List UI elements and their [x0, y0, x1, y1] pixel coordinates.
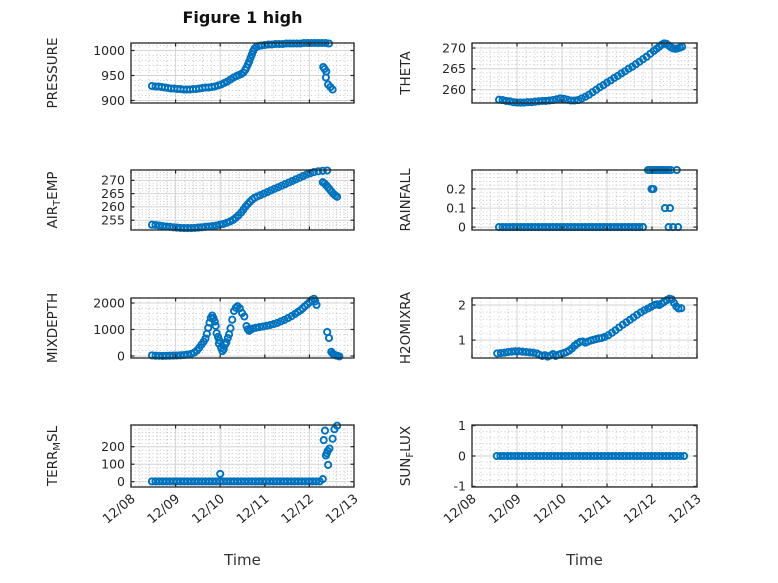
- y-tick-label: 2: [458, 297, 466, 312]
- y-tick-label: 255: [101, 213, 125, 228]
- y-tick-label: 270: [101, 173, 125, 188]
- y-tick-label: 200: [101, 439, 125, 454]
- data-series-air-temp: [147, 166, 342, 233]
- axes-box: [471, 42, 698, 104]
- y-tick-label: 260: [101, 199, 125, 214]
- y-tick-label: -1: [454, 479, 466, 494]
- y-axis-label-mixdepth: MIXDEPTH: [45, 293, 61, 363]
- subplot-pressure: 900 950 1000 PRESSURE: [45, 38, 355, 109]
- y-tick-labels: 0 1000 2000: [93, 295, 125, 363]
- y-tick-label: 1: [458, 332, 466, 347]
- y-tick-label: 0.1: [446, 200, 466, 215]
- y-tick-label: 0: [117, 348, 125, 363]
- y-tick-label: 0: [117, 474, 125, 489]
- y-tick-label: 260: [442, 82, 466, 97]
- y-axis-label-rainfall: RAINFALL: [398, 168, 414, 231]
- x-axis-label-right: Time: [566, 551, 603, 569]
- axes-box: [130, 169, 355, 231]
- major-grid: [472, 170, 697, 230]
- y-tick-label: 1000: [93, 322, 125, 337]
- axes-box: [471, 424, 698, 488]
- subplot-rainfall: 0 0.1 0.2 RAINFALL: [398, 165, 698, 234]
- data-series-h2omixra: [493, 294, 686, 361]
- y-tick-labels: 0 100 200: [101, 439, 125, 489]
- y-axis-label-air-temp: AIRTEMP: [45, 171, 63, 228]
- y-tick-label: 265: [442, 61, 466, 76]
- x-axis-label-left: Time: [224, 551, 261, 569]
- y-tick-label: 1: [458, 418, 466, 433]
- data-series-terr-msl: [147, 421, 342, 486]
- axes-box: [130, 297, 355, 359]
- y-axis-label-terr-msl: TERRMSL: [45, 425, 63, 487]
- y-tick-label: 0: [458, 448, 466, 463]
- subplot-mixdepth: 0 1000 2000 MIXDEPTH: [45, 293, 355, 363]
- y-tick-labels: 260 265 270: [442, 40, 466, 97]
- axes-box: [130, 42, 355, 104]
- y-axis-label-pressure: PRESSURE: [45, 38, 61, 109]
- y-tick-labels: 0 0.1 0.2: [446, 181, 466, 234]
- y-tick-label: 950: [101, 68, 125, 83]
- data-series-sun-flux: [492, 451, 689, 461]
- axes-box: [130, 424, 355, 488]
- y-axis-label-h2omixra: H2OMIXRA: [398, 291, 414, 364]
- minor-grid: [472, 425, 697, 487]
- y-tick-labels: -1 0 1: [454, 418, 467, 494]
- y-tick-label: 1000: [93, 43, 125, 58]
- y-tick-labels: 900 950 1000: [93, 43, 125, 108]
- y-tick-label: 2000: [93, 295, 125, 310]
- y-tick-label: 270: [442, 40, 466, 55]
- data-series-mixdepth: [147, 294, 344, 361]
- axes-box: [471, 169, 698, 231]
- y-tick-label: 0: [458, 219, 466, 234]
- y-axis-label-theta: THETA: [398, 51, 414, 96]
- figure-title: Figure 1 high: [182, 8, 303, 27]
- y-tick-label: 100: [101, 457, 125, 472]
- y-tick-labels: 12: [458, 297, 466, 347]
- axes-box: [471, 297, 698, 359]
- subplot-theta: 260 265 270 THETA: [398, 39, 698, 107]
- y-tick-label: 265: [101, 186, 125, 201]
- y-axis-label-sun-flux: SUNFLUX: [398, 426, 416, 486]
- y-tick-label: 0.2: [446, 181, 466, 196]
- y-tick-label: 900: [101, 93, 125, 108]
